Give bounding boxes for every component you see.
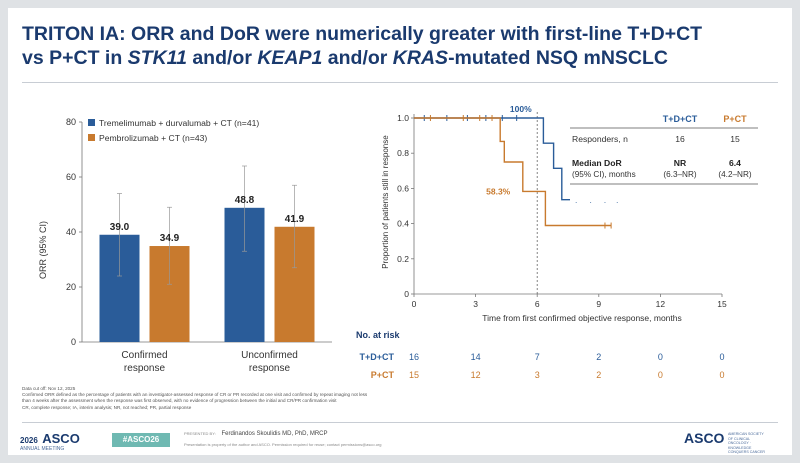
dor-km-chart: Proportion of patients still in response… <box>381 104 758 323</box>
risk-count: 2 <box>596 370 601 380</box>
legend-entry: Pembrolizumab + CT (n=43) <box>99 133 207 143</box>
summary-row-sublabel: (95% CI), months <box>572 170 636 179</box>
footnote-line: CR, complete response; IA, interim analy… <box>22 404 192 410</box>
title-divider <box>22 82 778 83</box>
km-x-tick-label: 9 <box>596 299 601 309</box>
km-y-tick-label: 0.4 <box>397 219 409 229</box>
footer-brand: ASCO <box>42 431 80 446</box>
bar-y-tick-label: 60 <box>66 172 76 182</box>
footnote-line: than 4 weeks after the assessment when t… <box>22 398 337 404</box>
risk-count: 2 <box>596 352 601 362</box>
footer-divider <box>22 422 778 423</box>
legend-swatch <box>88 119 95 126</box>
bar-value-label: 39.0 <box>110 222 130 233</box>
risk-count: 15 <box>409 370 419 380</box>
bar-category-label: Confirmed <box>121 350 167 361</box>
presenter: PRESENTED BY: Ferdinandos Skoulidis MD, … <box>184 431 328 437</box>
bar-ylabel: ORR (95% CI) <box>38 221 48 279</box>
risk-count: 0 <box>658 352 663 362</box>
presented-by-label: PRESENTED BY: <box>184 431 216 436</box>
risk-count: 14 <box>471 352 481 362</box>
title-and-or-1: and/or <box>186 47 258 69</box>
footnote: Data cut off: Nov 12, 2025 Confirmed ORR… <box>22 386 542 411</box>
summary-table-bg <box>570 110 758 202</box>
summary-table: T+D+CT P+CT Responders, n 16 15 Median DoR (95… <box>570 110 758 202</box>
risk-count: 0 <box>658 370 663 380</box>
summary-cell: (4.2–NR) <box>718 170 751 179</box>
hashtag-badge: #ASCO26 <box>112 433 170 447</box>
summary-cell: NR <box>674 158 687 168</box>
km-x-tick-label: 12 <box>656 299 666 309</box>
km-y-tick-label: 0 <box>404 289 409 299</box>
footer-year: 2026 <box>20 436 38 445</box>
title-line-1: TRITON IA: ORR and DoR were numerically … <box>22 23 703 45</box>
km-y-tick-label: 1.0 <box>397 113 409 123</box>
asco-annual-meeting-logo: 2026 ASCO ANNUAL MEETING <box>20 430 80 452</box>
bar-category-label: Unconfirmed <box>241 350 298 361</box>
risk-count: 12 <box>471 370 481 380</box>
title-gene-kras: KRAS <box>392 47 449 69</box>
title-line-2-suffix: -mutated NSQ mNSCLC <box>448 47 668 69</box>
bar-y-tick-label: 80 <box>66 117 76 127</box>
km-annotation: 58.3% <box>486 186 511 196</box>
summary-cell: 15 <box>730 134 740 144</box>
title-gene-stk11: STK11 <box>127 47 187 69</box>
risk-row-label: T+D+CT <box>359 352 394 362</box>
number-at-risk-table: No. at risk T+D+CT 16 14 7 2 0 0 P+CT 15 12 3 2 0 0 <box>356 330 725 380</box>
legend-swatch <box>88 134 95 141</box>
title-line-2-prefix: vs P+CT in <box>22 47 128 69</box>
slide: TRITON IA: ORR and DoR were numerically … <box>8 8 792 455</box>
title-gene-keap1: KEAP1 <box>257 47 323 69</box>
risk-count: 0 <box>719 370 724 380</box>
risk-row-label: P+CT <box>371 370 395 380</box>
footnote-line: Confirmed ORR defined as the percentage … <box>22 392 368 398</box>
summary-cell: (6.3–NR) <box>663 170 696 179</box>
presenter-name: Ferdinandos Skoulidis MD, PhD, MRCP <box>221 431 328 437</box>
summary-cell: 6.4 <box>729 158 741 168</box>
km-y-tick-label: 0.8 <box>397 148 409 158</box>
summary-header-p-ct: P+CT <box>723 114 747 124</box>
slide-title: TRITON IA: ORR and DoR were numerically … <box>22 22 782 70</box>
bar-category-label: response <box>124 363 166 374</box>
summary-row-label: Median DoR <box>572 158 622 168</box>
bar-value-label: 48.8 <box>235 195 255 206</box>
km-curve-p-ct <box>414 117 612 227</box>
km-x-tick-label: 15 <box>717 299 727 309</box>
km-y-tick-label: 0.2 <box>397 254 409 264</box>
summary-cell: 16 <box>675 134 685 144</box>
km-x-tick-label: 0 <box>412 299 417 309</box>
risk-count: 0 <box>719 352 724 362</box>
risk-count: 3 <box>535 370 540 380</box>
bar-y-tick-label: 40 <box>66 227 76 237</box>
km-ylabel: Proportion of patients still in response <box>381 135 390 269</box>
risk-count: 7 <box>535 352 540 362</box>
summary-row-label: Responders, n <box>572 134 628 144</box>
km-annotation: 100% <box>510 104 532 114</box>
bar-y-tick-label: 0 <box>71 337 76 347</box>
bar-category-label: response <box>249 363 291 374</box>
bar-y-tick-label: 20 <box>66 282 76 292</box>
km-y-tick-label: 0.6 <box>397 183 409 193</box>
km-xlabel: Time from first confirmed objective resp… <box>482 313 682 323</box>
risk-table-title: No. at risk <box>356 330 401 340</box>
asco-tagline: AMERICAN SOCIETY OF CLINICAL ONCOLOGY · … <box>728 432 765 454</box>
km-x-tick-label: 6 <box>535 299 540 309</box>
asco-logo-text: ASCO <box>684 430 725 446</box>
summary-header-td-ct: T+D+CT <box>663 114 698 124</box>
km-x-tick-label: 3 <box>473 299 478 309</box>
title-and-or-2: and/or <box>322 47 393 69</box>
bar-value-label: 34.9 <box>160 233 180 244</box>
km-curve-td-ct <box>414 117 618 201</box>
legend-entry: Tremelimumab + durvalumab + CT (n=41) <box>99 118 259 128</box>
footer: 2026 ASCO ANNUAL MEETING #ASCO26 PRESENT… <box>8 424 792 455</box>
risk-count: 16 <box>409 352 419 362</box>
footer-meeting: ANNUAL MEETING <box>20 446 65 452</box>
footnote-line: Data cut off: Nov 12, 2025 <box>22 386 76 391</box>
bar-value-label: 41.9 <box>285 214 305 225</box>
permission-notice: Presentation is property of the author a… <box>184 442 382 447</box>
asco-logo: ASCO AMERICAN SOCIETY OF CLINICAL ONCOLO… <box>684 430 765 454</box>
